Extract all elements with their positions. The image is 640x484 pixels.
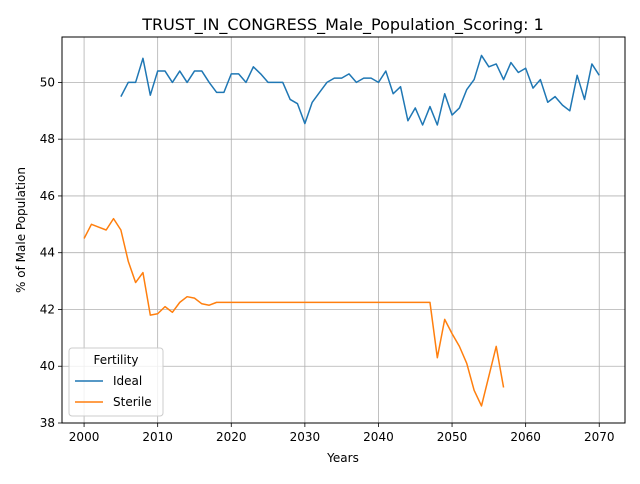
series-line-ideal	[120, 54, 600, 126]
x-tick-label: 2040	[363, 430, 394, 444]
x-tick-label: 2000	[69, 430, 100, 444]
x-axis-label: Years	[326, 451, 359, 465]
legend-box	[68, 347, 164, 417]
series-line-sterile	[83, 217, 505, 407]
x-tick-label: 2060	[510, 430, 541, 444]
y-tick-label: 50	[40, 75, 55, 89]
x-tick-label: 2020	[216, 430, 247, 444]
y-tick-label: 46	[40, 189, 55, 203]
x-tick-label: 2070	[584, 430, 615, 444]
legend-title: Fertility	[93, 353, 138, 367]
y-tick-label: 48	[40, 132, 55, 146]
y-tick-label: 40	[40, 359, 55, 373]
legend-label-sterile: Sterile	[113, 395, 152, 409]
x-tick-label: 2030	[290, 430, 321, 444]
y-axis-ticks: 38 40 42 44 46 48 50	[40, 75, 62, 430]
x-tick-label: 2010	[142, 430, 173, 444]
y-tick-label: 42	[40, 302, 55, 316]
y-axis-label: % of Male Population	[14, 167, 28, 293]
legend-label-ideal: Ideal	[113, 374, 142, 388]
y-tick-label: 38	[40, 416, 55, 430]
plot-frame	[61, 36, 626, 424]
legend: Fertility Ideal Sterile	[68, 347, 164, 417]
x-axis-ticks: 2000 2010 2020 2030 2040 2050 2060 2070	[69, 423, 615, 444]
y-tick-label: 44	[40, 246, 55, 260]
x-tick-label: 2050	[437, 430, 468, 444]
chart-title: TRUST_IN_CONGRESS_Male_Population_Scorin…	[141, 15, 544, 35]
series-lines	[83, 54, 600, 407]
